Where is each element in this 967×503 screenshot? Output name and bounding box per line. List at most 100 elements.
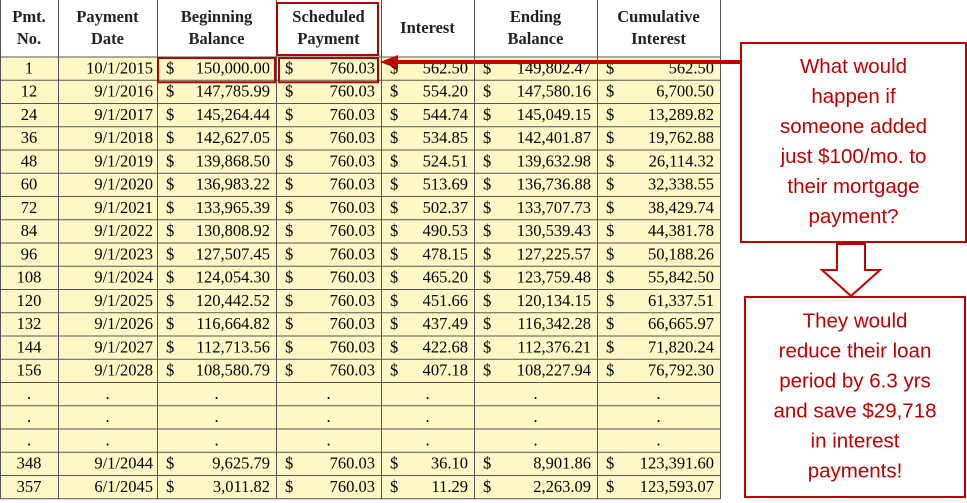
currency-sign: $	[606, 198, 614, 217]
cell: 9/1/2018	[94, 128, 153, 147]
callout-text: their mortgage	[787, 175, 919, 198]
cell: 60	[21, 175, 38, 194]
cell: 144	[17, 337, 42, 356]
currency-sign: $	[390, 477, 398, 496]
cell: 156	[17, 361, 42, 380]
currency-sign: $	[285, 244, 293, 263]
cell: 96	[21, 244, 38, 263]
currency-sign: $	[166, 268, 174, 287]
cell: .	[425, 407, 429, 426]
cell: 3,011.82	[213, 477, 270, 496]
cell: .	[326, 384, 330, 403]
column-header: Beginning	[181, 7, 253, 26]
currency-sign: $	[285, 314, 293, 333]
cell: .	[425, 384, 429, 403]
cell: 123,759.48	[517, 268, 591, 287]
callout-text: reduce their loan	[779, 339, 932, 362]
cell: 108,227.94	[517, 361, 591, 380]
cell: 465.20	[423, 268, 468, 287]
cell: 9/1/2025	[94, 291, 153, 310]
currency-sign: $	[483, 361, 491, 380]
currency-sign: $	[606, 175, 614, 194]
cell: .	[214, 430, 218, 449]
currency-sign: $	[166, 151, 174, 170]
currency-sign: $	[483, 82, 491, 101]
cell: 760.03	[330, 105, 375, 124]
column-header: Interest	[631, 29, 686, 48]
cell: 127,507.45	[196, 244, 270, 263]
cell: 32,338.55	[648, 175, 714, 194]
cell: 147,580.16	[517, 82, 591, 101]
highlight-box	[278, 57, 379, 84]
cell: .	[425, 430, 429, 449]
cell: 6,700.50	[656, 82, 714, 101]
cell: 116,342.28	[517, 314, 591, 333]
currency-sign: $	[390, 105, 398, 124]
currency-sign: $	[390, 244, 398, 263]
currency-sign: $	[483, 291, 491, 310]
currency-sign: $	[390, 175, 398, 194]
currency-sign: $	[606, 454, 614, 473]
cell: 36.10	[431, 454, 468, 473]
cell: 150,000.00	[196, 58, 270, 77]
currency-sign: $	[285, 58, 293, 77]
currency-sign: $	[285, 361, 293, 380]
cell: .	[326, 430, 330, 449]
cell: 760.03	[330, 58, 375, 77]
currency-sign: $	[606, 268, 614, 287]
cell: 9/1/2024	[94, 268, 153, 287]
currency-sign: $	[606, 105, 614, 124]
cell: 554.20	[423, 82, 468, 101]
cell: 9/1/2026	[94, 314, 153, 333]
cell: 50,188.26	[648, 244, 714, 263]
callout-text: just $100/mo. to	[780, 145, 927, 168]
cell: 760.03	[330, 244, 375, 263]
cell: 142,401.87	[517, 128, 591, 147]
currency-sign: $	[483, 454, 491, 473]
cell: 13,289.82	[648, 105, 714, 124]
cell: 112,376.21	[517, 337, 591, 356]
cell: 760.03	[330, 82, 375, 101]
cell: 437.49	[423, 314, 468, 333]
cell: 524.51	[423, 151, 468, 170]
currency-sign: $	[166, 221, 174, 240]
cell: 19,762.88	[648, 128, 714, 147]
cell: 112,713.56	[196, 337, 270, 356]
currency-sign: $	[166, 244, 174, 263]
cell: 502.37	[423, 198, 468, 217]
body-background	[0, 57, 720, 499]
currency-sign: $	[483, 151, 491, 170]
cell: 9/1/2028	[94, 361, 153, 380]
column-header: Balance	[189, 29, 245, 48]
cell: 136,736.88	[517, 175, 591, 194]
currency-sign: $	[390, 221, 398, 240]
cell: 120,134.15	[517, 291, 591, 310]
column-header: Pmt.	[12, 7, 45, 26]
callout-text: period by 6.3 yrs	[779, 369, 931, 392]
column-header: Ending	[510, 7, 562, 26]
callout-text: happen if	[811, 85, 896, 108]
cell: 11.29	[431, 477, 468, 496]
currency-sign: $	[483, 175, 491, 194]
callout-box	[744, 296, 966, 498]
currency-sign: $	[166, 58, 174, 77]
currency-sign: $	[606, 291, 614, 310]
currency-sign: $	[285, 175, 293, 194]
currency-sign: $	[606, 82, 614, 101]
cell: 1	[25, 58, 33, 77]
cell: 9/1/2022	[94, 221, 153, 240]
cell: 26,114.32	[649, 151, 714, 170]
currency-sign: $	[483, 314, 491, 333]
cell: .	[533, 430, 537, 449]
cell: 66,665.97	[648, 314, 714, 333]
cell: 84	[21, 221, 38, 240]
cell: 124,054.30	[196, 268, 270, 287]
cell: 760.03	[330, 477, 375, 496]
currency-sign: $	[166, 128, 174, 147]
arrow-head	[380, 55, 398, 69]
cell: 760.03	[330, 198, 375, 217]
currency-sign: $	[483, 105, 491, 124]
callout-text: They would	[803, 309, 908, 332]
callout-text: someone added	[780, 115, 927, 138]
cell: 24	[21, 105, 38, 124]
